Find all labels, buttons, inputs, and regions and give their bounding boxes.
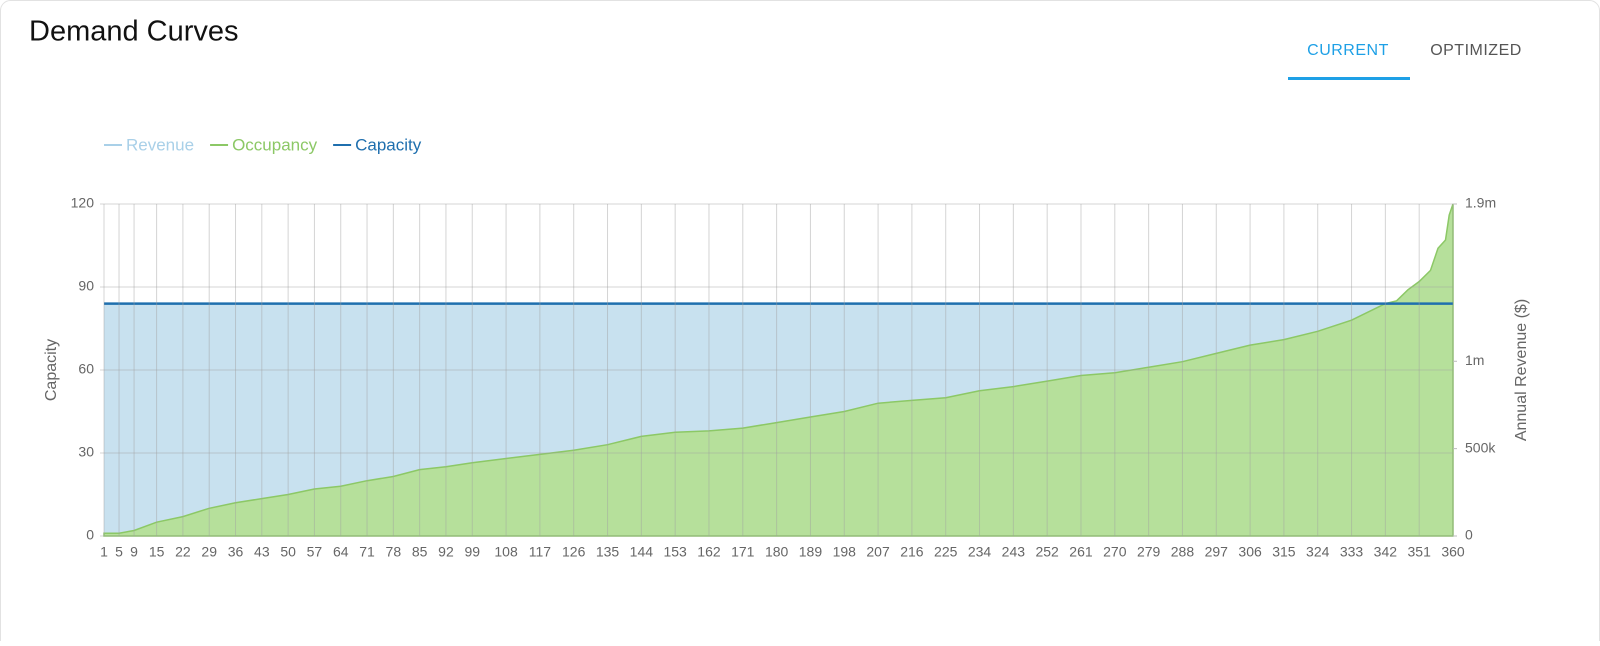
x-tick-label: 64 xyxy=(333,544,349,560)
x-tick-label: 279 xyxy=(1137,544,1161,560)
x-tick-label: 50 xyxy=(280,544,296,560)
y2-tick-label: 500k xyxy=(1465,439,1496,455)
y-tick-label: 90 xyxy=(78,278,94,294)
x-tick-label: 153 xyxy=(663,544,687,560)
y-tick-label: 30 xyxy=(78,444,94,460)
x-tick-label: 207 xyxy=(866,544,890,560)
x-tick-label: 108 xyxy=(494,544,518,560)
x-tick-label: 306 xyxy=(1238,544,1262,560)
chart-title: Demand Curves xyxy=(29,16,239,48)
x-tick-label: 270 xyxy=(1103,544,1127,560)
x-tick-label: 261 xyxy=(1069,544,1093,560)
x-tick-label: 99 xyxy=(464,544,480,560)
x-tick-label: 126 xyxy=(562,544,586,560)
x-tick-label: 252 xyxy=(1035,544,1059,560)
y2-tick-label: 1m xyxy=(1465,352,1484,368)
x-tick-label: 342 xyxy=(1374,544,1398,560)
x-tick-label: 360 xyxy=(1441,544,1465,560)
x-tick-label: 9 xyxy=(130,544,138,560)
y-axis-title: Capacity xyxy=(43,339,60,401)
y-tick-label: 60 xyxy=(78,361,94,377)
x-tick-label: 288 xyxy=(1171,544,1195,560)
x-tick-label: 333 xyxy=(1340,544,1364,560)
x-tick-label: 144 xyxy=(630,544,654,560)
x-tick-label: 162 xyxy=(697,544,721,560)
x-tick-label: 297 xyxy=(1205,544,1229,560)
x-tick-label: 216 xyxy=(900,544,924,560)
x-tick-label: 117 xyxy=(529,544,552,560)
x-tick-label: 71 xyxy=(359,544,375,560)
x-tick-label: 1 xyxy=(100,544,108,560)
x-tick-label: 135 xyxy=(596,544,620,560)
tab[interactable]: CURRENT xyxy=(1307,42,1389,59)
x-tick-label: 78 xyxy=(386,544,402,560)
area xyxy=(103,203,1454,537)
x-tick-label: 22 xyxy=(175,544,191,560)
x-tick-label: 15 xyxy=(149,544,165,560)
x-tick-label: 171 xyxy=(731,544,755,560)
legend-label[interactable]: Revenue xyxy=(126,135,194,154)
legend-label[interactable]: Capacity xyxy=(355,135,422,154)
y2-axis-title: Annual Revenue ($) xyxy=(1513,299,1530,441)
x-tick-label: 36 xyxy=(228,544,244,560)
x-tick-label: 92 xyxy=(438,544,454,560)
x-tick-label: 315 xyxy=(1272,544,1296,560)
x-tick-label: 85 xyxy=(412,544,428,560)
x-tick-label: 5 xyxy=(115,544,123,560)
x-tick-label: 189 xyxy=(799,544,823,560)
tab-indicator xyxy=(1288,77,1410,80)
x-tick-label: 29 xyxy=(201,544,217,560)
tab[interactable]: OPTIMIZED xyxy=(1430,42,1522,59)
x-tick-label: 57 xyxy=(307,544,323,560)
y-tick-label: 0 xyxy=(86,527,94,543)
x-tick-label: 43 xyxy=(254,544,270,560)
y2-tick-label: 0 xyxy=(1465,527,1473,543)
y-tick-label: 120 xyxy=(71,195,95,211)
x-tick-label: 324 xyxy=(1306,544,1330,560)
x-tick-label: 243 xyxy=(1002,544,1026,560)
y2-tick-label: 1.9m xyxy=(1465,195,1496,211)
legend-label[interactable]: Occupancy xyxy=(232,135,318,154)
x-tick-label: 225 xyxy=(934,544,958,560)
x-tick-label: 180 xyxy=(765,544,789,560)
x-tick-label: 234 xyxy=(968,544,992,560)
x-tick-label: 198 xyxy=(833,544,857,560)
x-tick-label: 351 xyxy=(1408,544,1432,560)
